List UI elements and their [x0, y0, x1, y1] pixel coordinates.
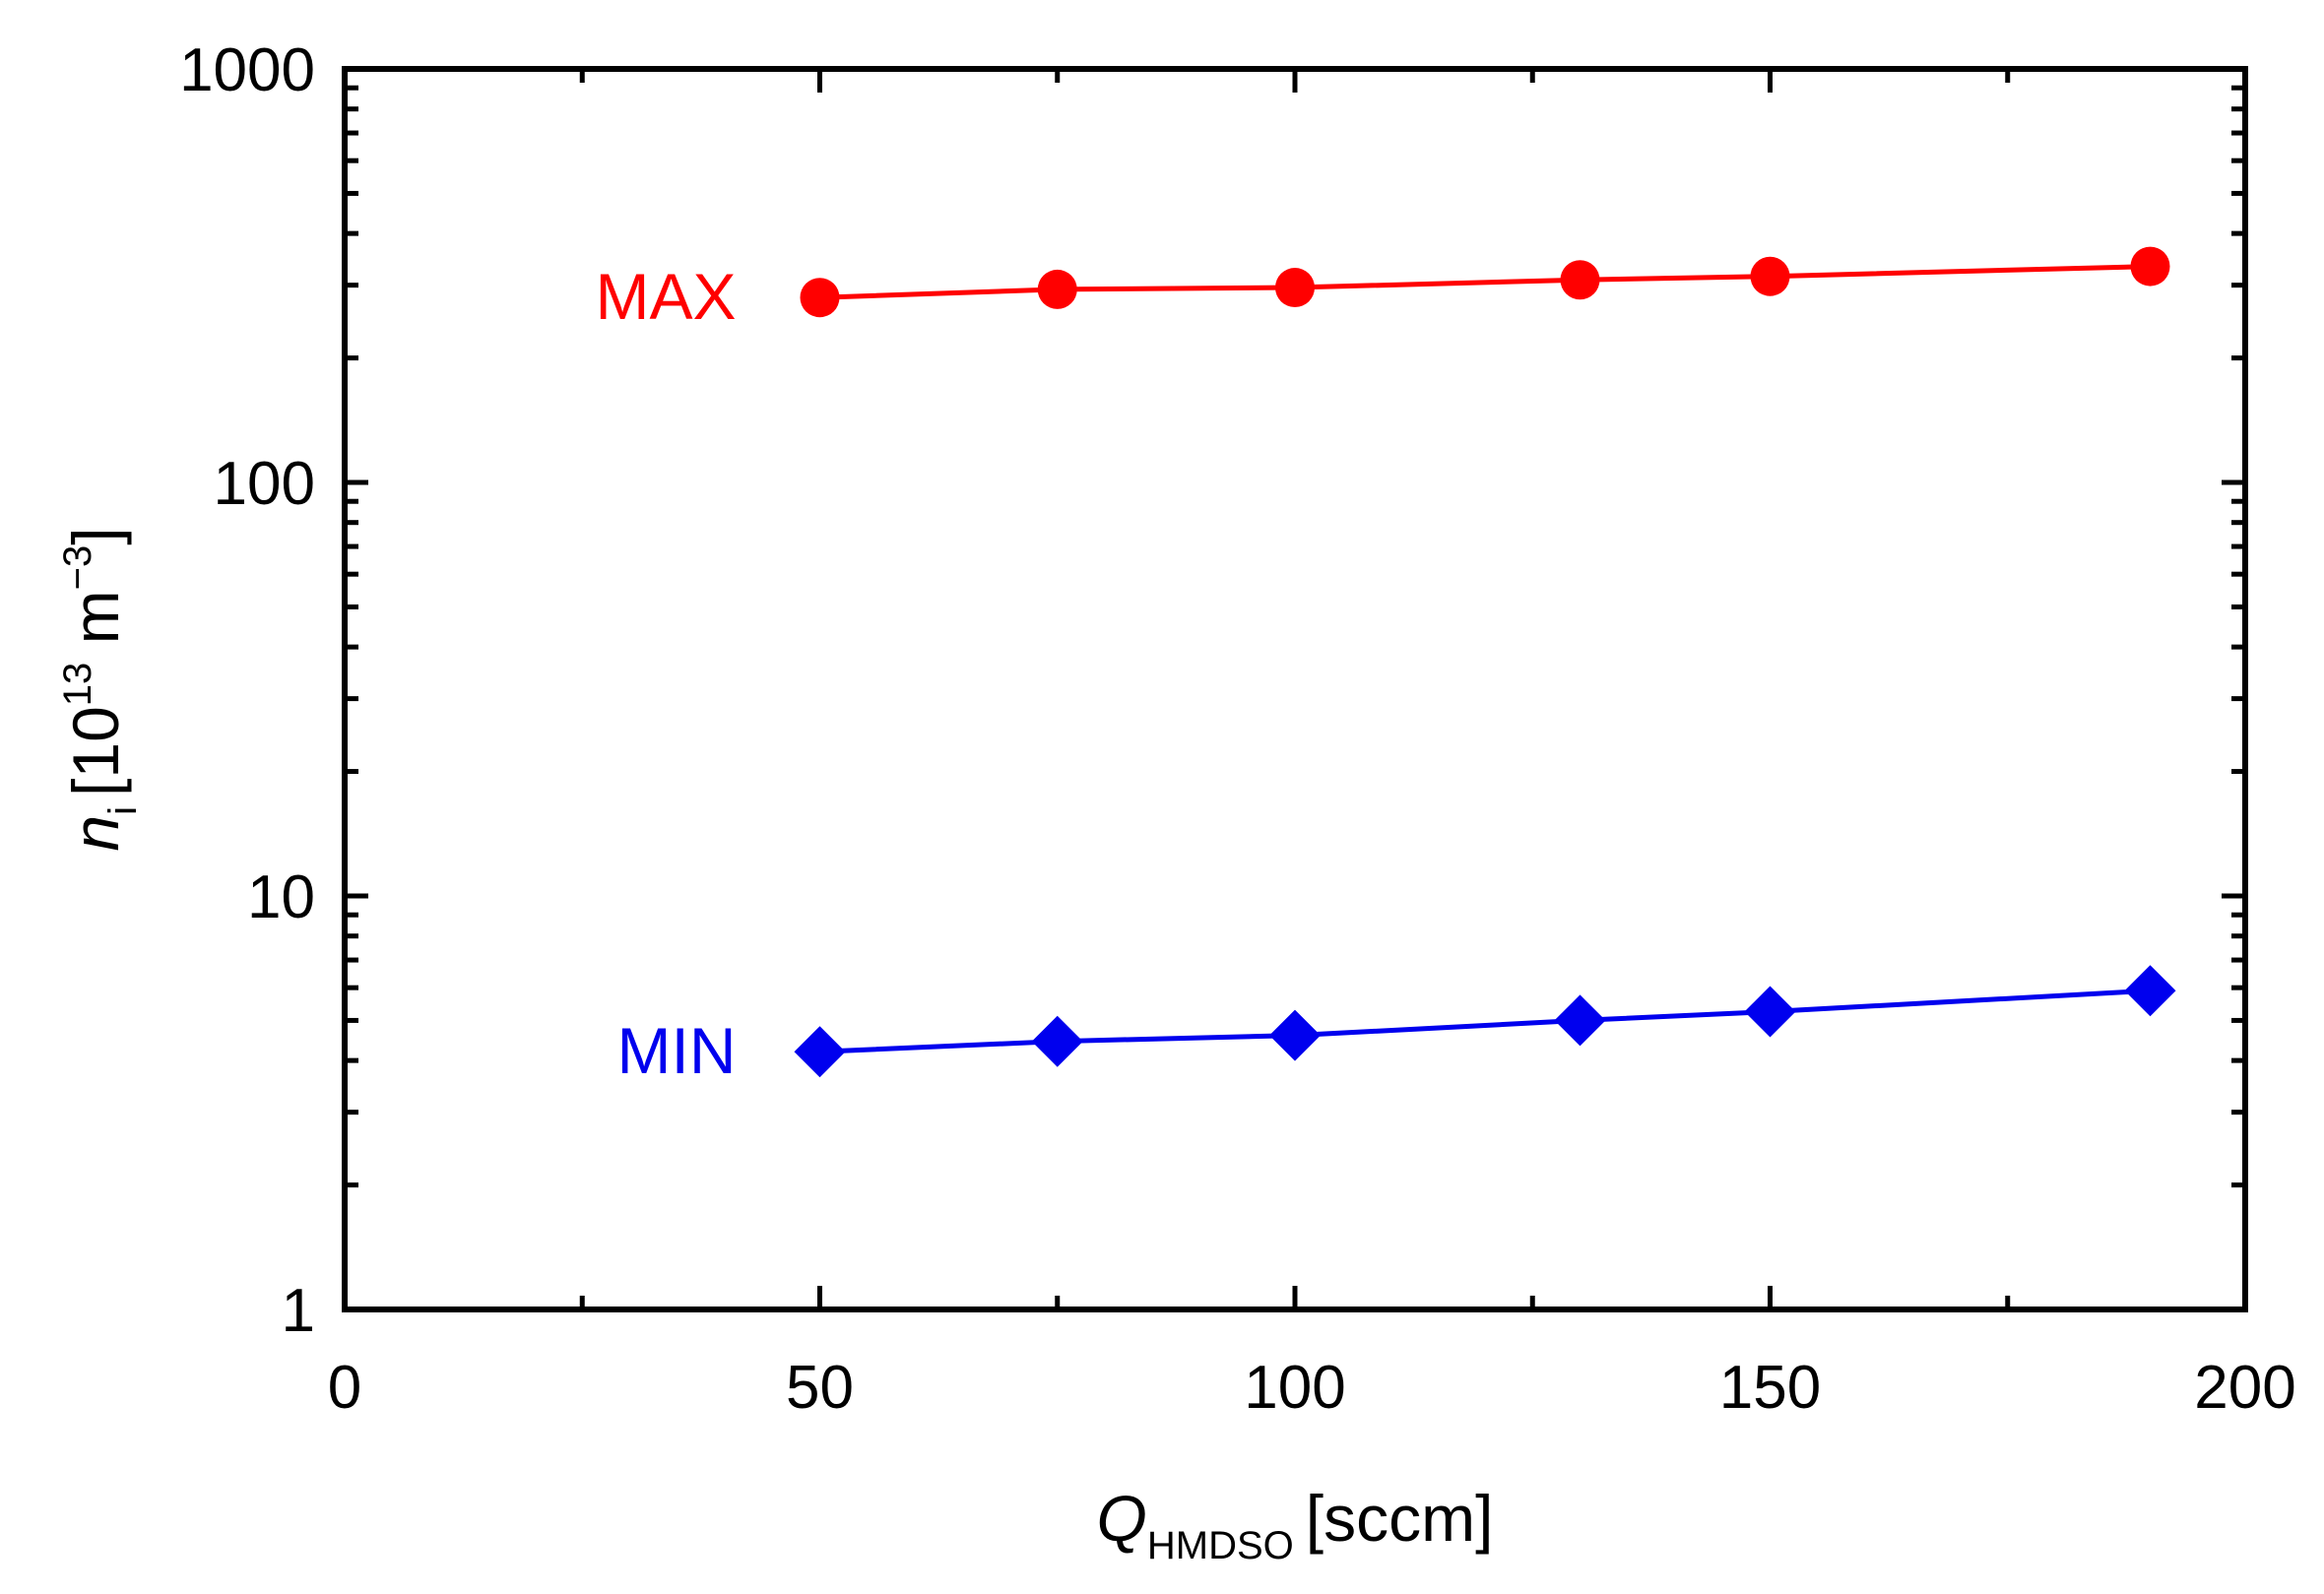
x-tick-label: 200	[2194, 1354, 2295, 1422]
data-point-min	[1554, 994, 1606, 1047]
x-tick-label: 100	[1244, 1354, 1345, 1422]
data-point-min	[1744, 986, 1796, 1038]
data-point-max	[800, 278, 840, 318]
plot-frame	[342, 66, 2248, 1312]
y-tick-labels: 1 10 100 1000	[179, 36, 315, 1345]
data-point-min	[2124, 965, 2176, 1017]
y-tick-label: 1000	[179, 36, 315, 104]
series-layer: MAX MIN	[595, 246, 2176, 1087]
data-point-max	[2130, 246, 2170, 287]
x-axis-title: QHMDSO [sccm]	[1097, 1482, 1494, 1567]
y-axis-title: ni[1013 m−3]	[56, 527, 145, 851]
data-point-max	[1750, 256, 1790, 296]
data-point-max	[1560, 260, 1600, 300]
x-tick-label: 50	[786, 1354, 854, 1422]
series-line-max	[819, 264, 2151, 300]
x-tick-label: 0	[328, 1354, 361, 1422]
data-point-min	[794, 1026, 846, 1078]
series-label-min: MIN	[617, 1014, 737, 1087]
data-point-max	[1275, 268, 1315, 308]
y-tick-label: 1	[282, 1277, 315, 1345]
data-point-min	[1031, 1015, 1083, 1067]
tick-marks	[342, 69, 2248, 1312]
y-tick-label: 100	[214, 450, 315, 518]
data-point-min	[1269, 1009, 1321, 1061]
series-line-min	[819, 988, 2151, 1054]
x-tick-labels: 0 50 100 150 200	[328, 1354, 2296, 1422]
series-label-max: MAX	[595, 260, 736, 333]
data-point-max	[1037, 269, 1077, 309]
x-tick-label: 150	[1719, 1354, 1821, 1422]
y-tick-label: 10	[247, 863, 315, 931]
